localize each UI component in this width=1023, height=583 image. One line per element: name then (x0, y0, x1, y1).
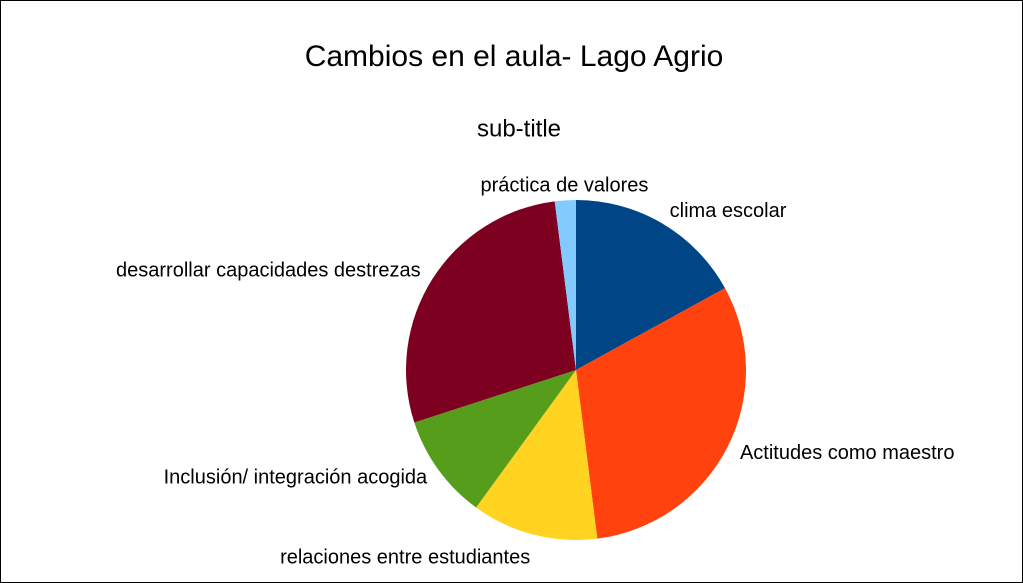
chart-title: Cambios en el aula- Lago Agrio (305, 40, 724, 73)
slice-label: desarrollar capacidades destrezas (116, 260, 421, 282)
pie-slice (406, 201, 576, 423)
pie-slice (576, 200, 725, 370)
chart-subtitle: sub-title (477, 115, 561, 142)
pie-slice (414, 370, 576, 508)
slice-label: práctica de valores (481, 175, 649, 197)
pie-slice (554, 200, 576, 370)
slice-label: Inclusión/ integración acogida (164, 466, 428, 488)
pie-slice (476, 370, 598, 540)
slice-label: clima escolar (670, 200, 787, 222)
slice-label: Actitudes como maestro (740, 442, 955, 464)
slice-label: relaciones entre estudiantes (280, 547, 530, 569)
pie-slice (576, 288, 746, 539)
